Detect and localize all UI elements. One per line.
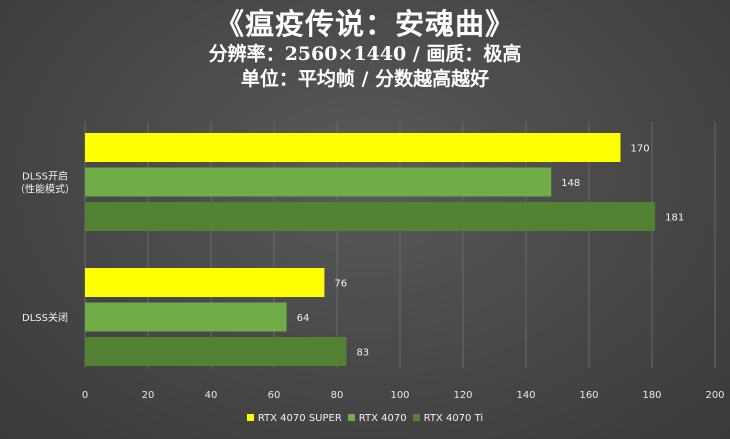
- data-label: 148: [561, 178, 580, 189]
- x-tick-label: 100: [390, 390, 409, 401]
- bar-3-2: [85, 337, 347, 366]
- x-tick-label: 60: [268, 390, 281, 401]
- x-tick-label: 200: [705, 390, 724, 401]
- x-axis-ticks: 0 20 40 60 80 100 120 140 160 180 200: [82, 390, 725, 401]
- category-label-line: （性能模式）: [15, 183, 75, 196]
- data-label: 181: [665, 213, 684, 224]
- legend-swatch: [412, 414, 420, 421]
- data-label: 83: [356, 348, 369, 359]
- title-block: 《瘟疫传说：安魂曲》 分辨率：2560×1440 / 画质：极高 单位：平均帧 …: [0, 6, 730, 92]
- bar-2-1: [85, 167, 552, 197]
- category-label: DLSS关闭: [22, 311, 68, 324]
- legend-label: RTX 4070: [358, 413, 407, 424]
- x-tick-label: 160: [579, 390, 598, 401]
- legend-label: RTX 4070 SUPER: [257, 413, 342, 424]
- bar-1-1: [85, 133, 621, 162]
- legend-label: RTX 4070 Ti: [423, 413, 484, 424]
- legend-item: RTX 4070: [347, 413, 407, 424]
- bar-1-2: [85, 268, 325, 297]
- x-tick-label: 40: [205, 390, 218, 401]
- category-label-line: DLSS开启: [22, 170, 68, 183]
- chart-subtitle: 分辨率：2560×1440 / 画质：极高: [208, 43, 522, 65]
- bar-3-1: [85, 202, 656, 231]
- legend-swatch: [246, 414, 254, 421]
- data-label: 170: [631, 144, 650, 155]
- bars: [85, 133, 656, 366]
- legend-swatch: [347, 414, 355, 421]
- y-axis-categories: DLSS开启（性能模式） DLSS关闭: [15, 170, 75, 325]
- x-tick-label: 20: [142, 390, 155, 401]
- data-labels: 170 148 181 76 64 83: [297, 144, 685, 359]
- data-label: 64: [297, 313, 310, 324]
- data-label: 76: [334, 279, 347, 290]
- legend: RTX 4070 SUPER RTX 4070 RTX 4070 Ti: [0, 413, 730, 424]
- chart-title: 《瘟疫传说：安魂曲》: [214, 7, 515, 41]
- bar-2-2: [85, 302, 287, 332]
- x-tick-label: 120: [453, 390, 472, 401]
- x-tick-label: 0: [82, 390, 88, 401]
- x-tick-label: 80: [331, 390, 344, 401]
- x-tick-label: 140: [516, 390, 535, 401]
- chart-unit-note: 单位：平均帧 / 分数越高越好: [240, 68, 490, 90]
- category-label-line: DLSS关闭: [22, 311, 68, 324]
- legend-item: RTX 4070 SUPER: [246, 413, 342, 424]
- x-tick-label: 180: [642, 390, 661, 401]
- legend-item: RTX 4070 Ti: [412, 413, 484, 424]
- category-label: DLSS开启（性能模式）: [15, 170, 75, 196]
